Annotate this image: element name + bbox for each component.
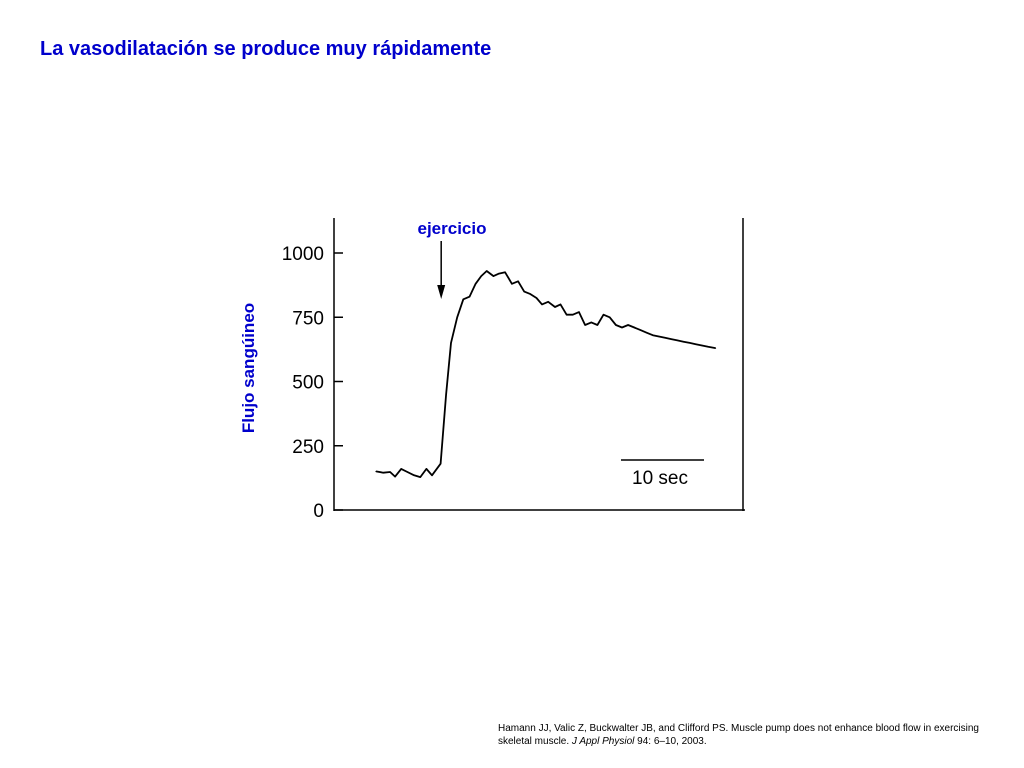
data-point bbox=[627, 324, 629, 326]
data-point bbox=[658, 335, 660, 338]
data-point bbox=[445, 393, 447, 395]
data-point bbox=[517, 280, 519, 282]
data-point bbox=[670, 338, 672, 340]
data-point bbox=[609, 316, 611, 318]
data-point bbox=[450, 342, 452, 344]
data-point bbox=[419, 476, 421, 478]
data-point bbox=[486, 270, 488, 272]
y-tick-label: 750 bbox=[292, 308, 324, 329]
data-point bbox=[413, 474, 415, 476]
data-point bbox=[590, 321, 592, 323]
data-point bbox=[701, 344, 703, 347]
data-point bbox=[707, 346, 709, 348]
data-point bbox=[456, 316, 458, 318]
data-point bbox=[689, 342, 691, 344]
data-point bbox=[475, 283, 477, 285]
data-point bbox=[529, 293, 531, 295]
exercise-label: ejercicio bbox=[418, 219, 487, 238]
data-point bbox=[578, 311, 580, 313]
data-point bbox=[406, 471, 408, 473]
y-axis-label: Flujo sangúineo bbox=[239, 303, 258, 433]
data-point bbox=[535, 297, 538, 299]
blood-flow-series-line bbox=[375, 270, 716, 479]
slide-title: La vasodilatación se produce muy rápidam… bbox=[40, 38, 492, 60]
data-point bbox=[382, 472, 384, 474]
arrow-head bbox=[437, 285, 446, 299]
data-point bbox=[639, 329, 642, 331]
data-point bbox=[498, 272, 500, 275]
y-tick-label: 500 bbox=[292, 373, 324, 394]
data-point bbox=[554, 306, 556, 308]
data-point bbox=[523, 290, 525, 293]
data-point bbox=[468, 296, 471, 298]
data-point bbox=[480, 275, 482, 277]
data-point bbox=[462, 298, 464, 300]
data-point bbox=[547, 301, 549, 303]
data-point bbox=[400, 468, 402, 470]
data-point bbox=[566, 314, 568, 316]
data-point bbox=[389, 471, 391, 473]
data-point bbox=[596, 324, 599, 326]
data-point bbox=[664, 337, 666, 339]
data-point bbox=[431, 474, 433, 476]
data-point bbox=[615, 324, 617, 326]
data-point bbox=[541, 303, 543, 305]
scale-bar-label: 10 sec bbox=[632, 468, 688, 489]
data-point bbox=[682, 341, 685, 343]
data-point bbox=[375, 470, 377, 473]
data-point bbox=[695, 343, 697, 345]
exercise-arrow-icon bbox=[437, 241, 446, 299]
data-point bbox=[394, 475, 396, 478]
citation-volume: 94: 6–10, 2003. bbox=[634, 736, 707, 747]
data-point bbox=[676, 339, 678, 341]
data-point bbox=[572, 314, 574, 316]
data-point bbox=[646, 332, 648, 334]
y-tick-label: 0 bbox=[313, 501, 324, 522]
data-point bbox=[511, 283, 513, 285]
data-point bbox=[492, 275, 495, 277]
citation: Hamann JJ, Valic Z, Buckwalter JB, and C… bbox=[498, 722, 998, 748]
data-point bbox=[652, 334, 654, 336]
data-point bbox=[439, 463, 442, 465]
data-point bbox=[559, 303, 562, 305]
citation-journal: J Appl Physiol bbox=[571, 736, 635, 747]
data-point bbox=[602, 314, 605, 316]
data-point bbox=[584, 324, 586, 326]
series-points bbox=[375, 270, 717, 478]
y-tick-label: 250 bbox=[292, 437, 324, 458]
data-point bbox=[714, 347, 717, 349]
citation-text: Hamann JJ, Valic Z, Buckwalter JB, and C… bbox=[498, 723, 979, 747]
data-point bbox=[425, 468, 428, 470]
data-point bbox=[633, 326, 635, 329]
data-point bbox=[504, 271, 506, 273]
y-tick-label: 1000 bbox=[282, 244, 324, 265]
data-point bbox=[621, 326, 623, 329]
y-axis-ticks: 0 250 500 750 1000 bbox=[282, 244, 343, 522]
